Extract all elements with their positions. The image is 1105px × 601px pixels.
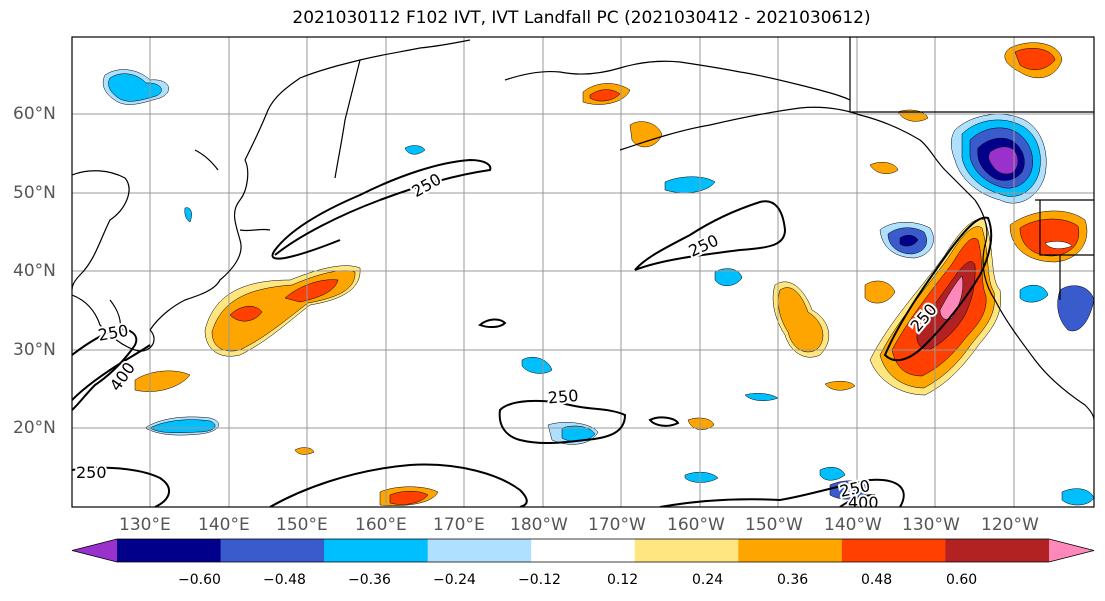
colorbar-swatch bbox=[1049, 539, 1094, 562]
ivt-positive-blob bbox=[864, 280, 896, 304]
contour-400 bbox=[72, 344, 151, 401]
colorbar-tick-label: 0.60 bbox=[946, 572, 978, 588]
colorbar bbox=[71, 538, 1095, 563]
ivt-negative-blob bbox=[714, 268, 743, 286]
colorbar-swatch bbox=[531, 539, 636, 562]
contour-labels: 250 250 250 250 250 250 250 400 400 bbox=[74, 167, 943, 512]
colorbar-swatch bbox=[841, 539, 946, 562]
lon-label: 170°W bbox=[588, 515, 646, 535]
lat-label: 50°N bbox=[13, 183, 56, 203]
contour-250 bbox=[72, 466, 170, 507]
contour-250 bbox=[634, 200, 787, 271]
contour-label: 250 bbox=[76, 463, 107, 482]
ivt-positive-blob bbox=[824, 381, 856, 391]
map-plot-area: 250 250 250 250 250 250 250 400 400 bbox=[72, 37, 1094, 512]
ivt-negative-blob bbox=[899, 235, 919, 247]
contour-250 bbox=[659, 478, 905, 507]
lon-label: 130°W bbox=[902, 515, 960, 535]
lon-label: 140°E bbox=[198, 515, 250, 535]
contour-small bbox=[478, 318, 507, 329]
graticule bbox=[72, 37, 1094, 507]
ivt-negative-blob bbox=[561, 425, 596, 442]
ivt-positive-blob bbox=[389, 491, 429, 505]
ivt-shading bbox=[102, 42, 1094, 506]
lat-label: 40°N bbox=[13, 261, 56, 281]
contour-250 bbox=[883, 216, 993, 362]
ivt-negative-blob bbox=[404, 145, 426, 155]
lon-label: 160°E bbox=[355, 515, 407, 535]
contour-400 bbox=[839, 494, 876, 507]
contour-250 bbox=[271, 158, 492, 260]
contour-250 bbox=[72, 328, 138, 411]
lon-label: 140°W bbox=[824, 515, 882, 535]
ivt-positive-blob bbox=[294, 447, 315, 455]
ivt-negative-blob bbox=[521, 357, 553, 374]
ivt-negative-blob bbox=[988, 146, 1019, 175]
contour-250 bbox=[269, 463, 528, 507]
ivt-contours bbox=[72, 158, 993, 507]
lon-label: 150°E bbox=[276, 515, 328, 535]
contour-label: 400 bbox=[848, 493, 879, 512]
ivt-positive-blob bbox=[1044, 241, 1073, 249]
ivt-positive-blob bbox=[284, 279, 339, 303]
ivt-negative-blob bbox=[184, 207, 192, 223]
map-frame bbox=[71, 36, 1095, 508]
colorbar-tick-label: −0.12 bbox=[518, 572, 561, 588]
colorbar-tick-label: 0.48 bbox=[861, 572, 893, 588]
contour-250 bbox=[498, 399, 627, 445]
contour-small bbox=[648, 416, 680, 427]
colorbar-swatch bbox=[427, 539, 532, 562]
ivt-negative-blob bbox=[684, 471, 719, 483]
ivt-positive-blob bbox=[589, 89, 621, 102]
lon-label: 130°E bbox=[119, 515, 171, 535]
lon-label: 120°W bbox=[981, 515, 1039, 535]
lon-label: 180°W bbox=[510, 515, 568, 535]
lat-label: 30°N bbox=[13, 340, 56, 360]
lat-label: 20°N bbox=[13, 418, 56, 438]
colorbar-swatch bbox=[738, 539, 843, 562]
lon-label: 150°W bbox=[745, 515, 803, 535]
colorbar-tick-label: −0.60 bbox=[178, 572, 221, 588]
ivt-negative-blob bbox=[819, 467, 846, 481]
colorbar-outline bbox=[71, 538, 1095, 563]
lat-label: 60°N bbox=[13, 104, 56, 124]
ivt-positive-blob bbox=[939, 275, 964, 320]
ivt-negative-blob bbox=[1057, 285, 1094, 332]
colorbar-tick-label: −0.36 bbox=[348, 572, 391, 588]
ivt-positive-blob bbox=[1014, 48, 1056, 70]
ivt-negative-blob bbox=[664, 176, 716, 193]
map-title: 2021030112 F102 IVT, IVT Landfall PC (20… bbox=[292, 8, 871, 28]
colorbar-tick-label: 0.12 bbox=[607, 572, 639, 588]
coastlines bbox=[72, 37, 1094, 421]
ivt-positive-blob bbox=[897, 109, 929, 122]
colorbar-swatch bbox=[72, 539, 117, 562]
ivt-positive-blob bbox=[687, 417, 715, 430]
colorbar-swatch bbox=[220, 539, 325, 562]
ivt-positive-blob bbox=[869, 162, 899, 174]
ivt-negative-blob bbox=[108, 73, 162, 102]
ivt-negative-blob bbox=[1019, 284, 1049, 303]
ivt-positive-blob bbox=[229, 306, 263, 322]
colorbar-tick-label: 0.24 bbox=[692, 572, 724, 588]
colorbar-swatch bbox=[324, 539, 429, 562]
colorbar-tick-label: −0.24 bbox=[433, 572, 476, 588]
colorbar-tick-label: 0.36 bbox=[777, 572, 809, 588]
colorbar-swatch bbox=[634, 539, 739, 562]
colorbar-swatch bbox=[945, 539, 1050, 562]
colorbar-tick-label: −0.48 bbox=[263, 572, 306, 588]
lon-label: 160°W bbox=[667, 515, 725, 535]
ivt-positive-blob bbox=[134, 370, 191, 392]
contour-label: 250 bbox=[547, 386, 579, 408]
colorbar-swatch bbox=[117, 539, 222, 562]
lon-label: 170°E bbox=[433, 515, 485, 535]
